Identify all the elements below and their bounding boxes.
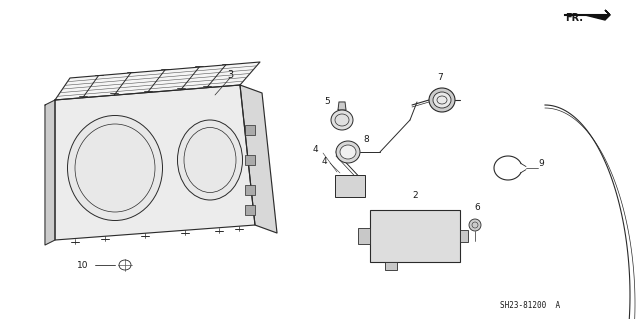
Bar — [335, 175, 365, 197]
Ellipse shape — [429, 88, 455, 112]
Text: 7: 7 — [437, 73, 443, 83]
Polygon shape — [45, 100, 55, 245]
Text: 4: 4 — [312, 145, 318, 154]
Bar — [245, 185, 255, 195]
Text: 2: 2 — [412, 191, 418, 201]
Text: SH23-81200  A: SH23-81200 A — [500, 300, 560, 309]
Polygon shape — [338, 102, 346, 110]
Ellipse shape — [336, 141, 360, 163]
Bar — [370, 210, 460, 262]
Bar — [385, 262, 397, 270]
Ellipse shape — [469, 219, 481, 231]
Bar — [245, 125, 255, 135]
Text: FR.: FR. — [565, 13, 583, 23]
Ellipse shape — [67, 115, 163, 220]
Ellipse shape — [433, 92, 451, 108]
Text: 4: 4 — [321, 157, 327, 166]
Bar — [358, 228, 370, 244]
Polygon shape — [55, 85, 255, 240]
Text: 9: 9 — [538, 159, 544, 167]
Text: 6: 6 — [474, 203, 480, 211]
Text: 3: 3 — [227, 70, 233, 80]
Polygon shape — [55, 62, 260, 100]
Ellipse shape — [331, 110, 353, 130]
Polygon shape — [240, 85, 277, 233]
Bar — [245, 205, 255, 215]
Bar — [460, 230, 468, 242]
Text: 5: 5 — [324, 98, 330, 107]
Ellipse shape — [177, 120, 243, 200]
Bar — [245, 155, 255, 165]
Text: 8: 8 — [363, 136, 369, 145]
Ellipse shape — [340, 145, 356, 159]
Text: 10: 10 — [77, 261, 88, 270]
Polygon shape — [585, 10, 610, 20]
